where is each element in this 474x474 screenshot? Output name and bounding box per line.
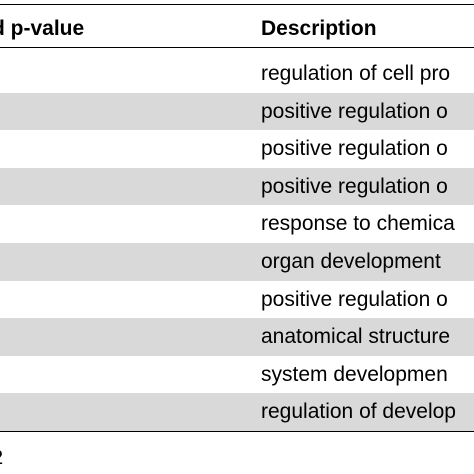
table-row: system developmen	[0, 356, 474, 394]
table-row: organ development	[0, 242, 474, 281]
table-bottom-rule	[0, 431, 474, 432]
table-top-rule	[0, 4, 474, 5]
description-cell: positive regulation o	[261, 287, 448, 311]
table-body: regulation of cell pro positive regulati…	[0, 55, 474, 431]
table-row: positive regulation o	[0, 167, 474, 206]
table-row: response to chemica	[0, 205, 474, 243]
table-row: regulation of cell pro	[0, 55, 474, 93]
description-cell: positive regulation o	[261, 174, 448, 198]
table-row: regulation of develop	[0, 393, 474, 431]
description-cell: system developmen	[261, 362, 448, 386]
table-row: positive regulation o	[0, 92, 474, 131]
description-cell: anatomical structure	[261, 325, 451, 349]
table-row: positive regulation o	[0, 130, 474, 168]
table-row: anatomical structure	[0, 318, 474, 356]
footnote-text: 2	[0, 447, 3, 469]
description-cell: regulation of develop	[261, 400, 456, 424]
description-cell: response to chemica	[261, 212, 455, 236]
description-cell: positive regulation o	[261, 99, 448, 123]
description-cell: organ development	[261, 249, 441, 273]
header-description: Description	[261, 17, 377, 40]
description-cell: regulation of cell pro	[261, 62, 451, 85]
table-header-rule	[0, 47, 474, 48]
header-adjusted-p-value: d p-value	[0, 17, 85, 40]
table-row: positive regulation o	[0, 281, 474, 319]
table-header: d p-value Description	[0, 5, 474, 47]
description-cell: positive regulation o	[261, 137, 448, 161]
